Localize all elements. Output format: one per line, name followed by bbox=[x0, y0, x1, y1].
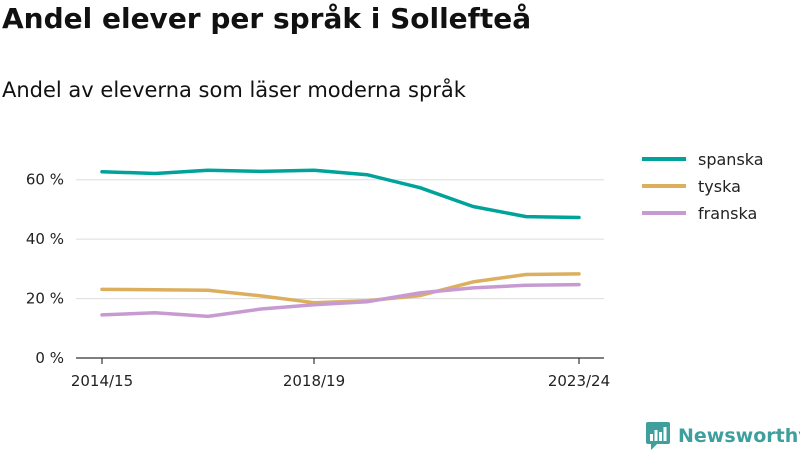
legend: spanska tyska franska bbox=[642, 150, 764, 223]
grid-lines bbox=[76, 179, 604, 300]
series-line-franska bbox=[100, 282, 581, 319]
x-tick-label: 2023/24 bbox=[548, 372, 610, 390]
axes: 0 % 20 % 40 % 60 % 2014/15 2018/19 2023/24 bbox=[26, 171, 610, 390]
legend-label-tyska: tyska bbox=[698, 177, 741, 196]
legend-label-franska: franska bbox=[698, 204, 757, 223]
chart-title: Andel elever per språk i Sollefteå bbox=[2, 2, 532, 35]
series-line-spanska bbox=[100, 168, 581, 220]
brand-name: Newsworthy bbox=[678, 425, 800, 447]
y-tick-label: 60 % bbox=[26, 171, 64, 189]
x-tick-label: 2018/19 bbox=[283, 372, 345, 390]
y-tick-label: 0 % bbox=[35, 349, 64, 367]
y-tick-label: 20 % bbox=[26, 290, 64, 308]
newsworthy-logo: Newsworthy bbox=[645, 421, 800, 451]
chart-subtitle: Andel av eleverna som läser moderna språ… bbox=[2, 78, 466, 102]
bar-chart-speech-bubble-icon bbox=[646, 422, 670, 450]
legend-label-spanska: spanska bbox=[698, 150, 764, 169]
series-lines bbox=[100, 168, 581, 319]
x-tick-label: 2014/15 bbox=[71, 372, 133, 390]
y-tick-label: 40 % bbox=[26, 230, 64, 248]
